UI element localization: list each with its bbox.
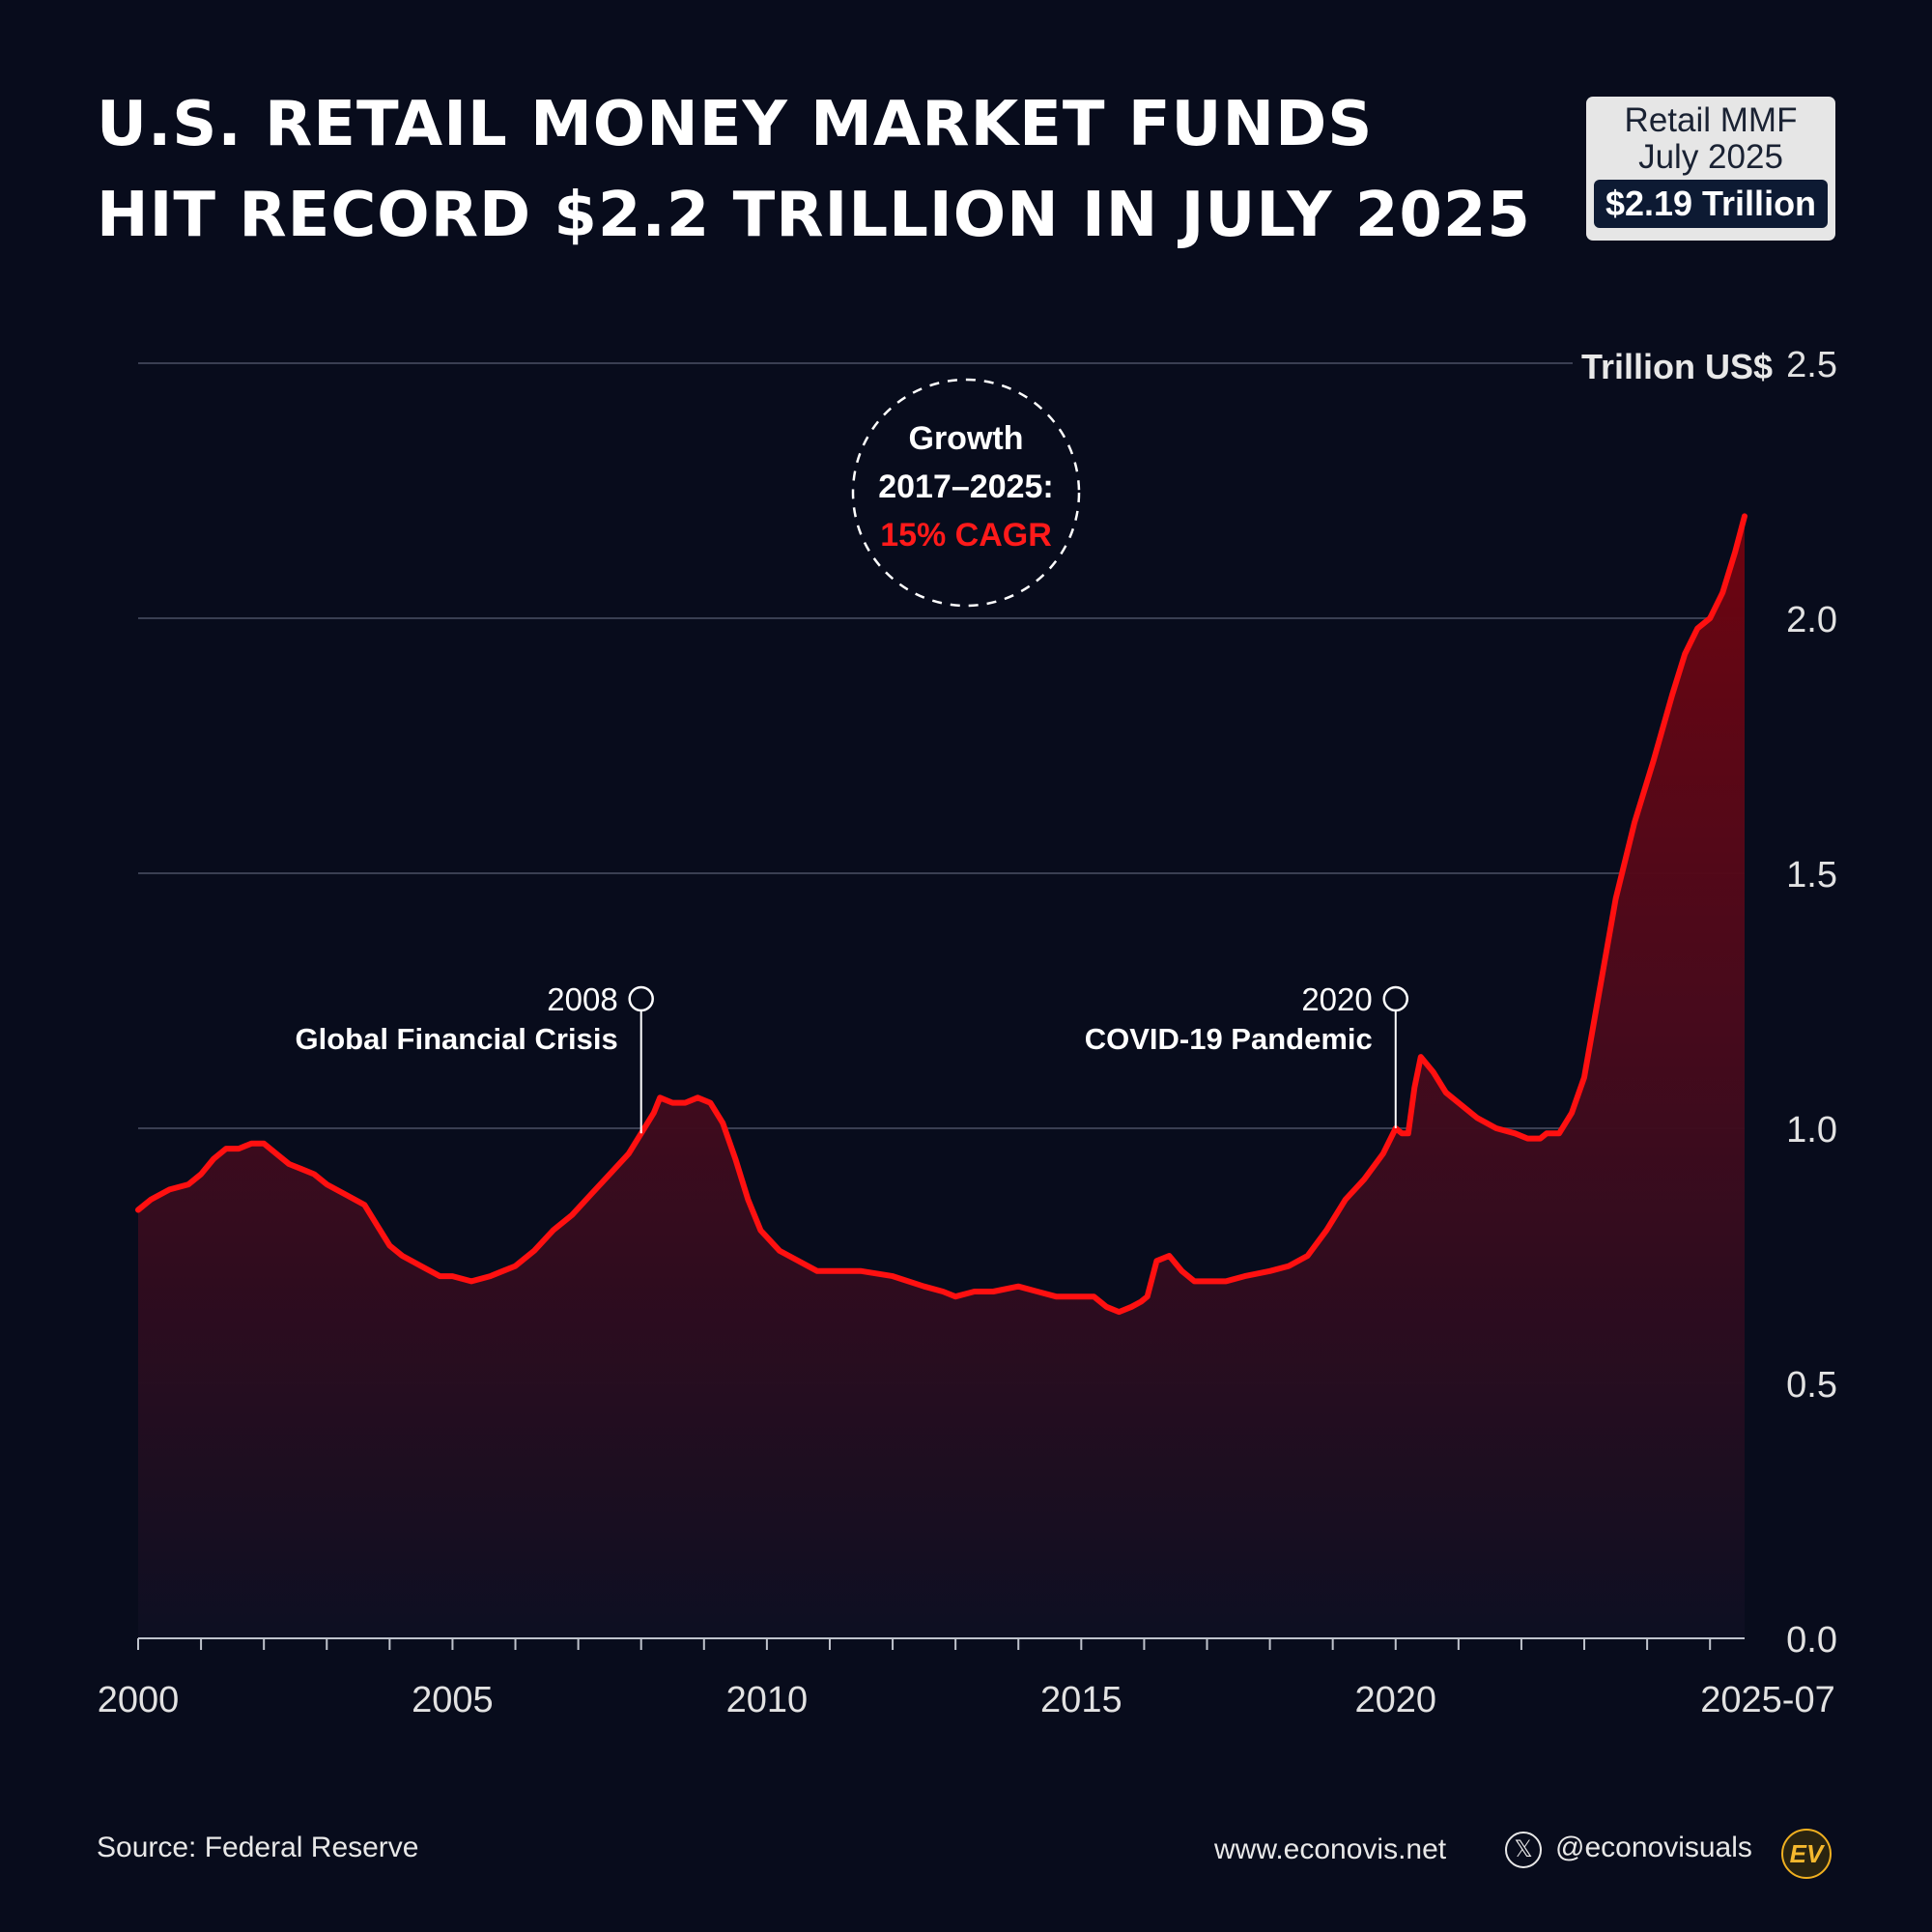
- badge-value: $2.19 Trillion: [1593, 180, 1829, 228]
- value-badge: Retail MMF July 2025 $2.19 Trillion: [1586, 97, 1835, 241]
- x-tick-label: 2020: [1354, 1680, 1436, 1720]
- series-line: [135, 513, 1747, 1316]
- x-logo-icon: 𝕏: [1505, 1832, 1542, 1868]
- econovis-logo: EV: [1781, 1829, 1832, 1879]
- event-annotations: 2008 Global Financial Crisis 2020 COVID-19 …: [295, 981, 1409, 1134]
- y-axis: 0.0 0.5 1.0 1.5 2.0 2.5: [1786, 345, 1837, 1661]
- y-tick-label: 1.5: [1786, 855, 1837, 895]
- x-axis: [137, 1637, 1745, 1650]
- source-note: Source: Federal Reserve: [97, 1832, 419, 1863]
- x-tick-label: 2005: [412, 1680, 494, 1720]
- y-tick-label: 1.0: [1786, 1110, 1837, 1151]
- callout-line-2: 2017–2025:: [878, 469, 1054, 505]
- badge-date: July 2025: [1638, 138, 1783, 176]
- title-line-2: HIT RECORD $2.2 TRILLION IN JULY 2025: [97, 180, 1531, 251]
- annotation-event: COVID-19 Pandemic: [1085, 1022, 1373, 1056]
- y-tick-label: 0.0: [1786, 1620, 1837, 1661]
- callout-line-1: Growth: [909, 420, 1024, 457]
- annotation-marker: [628, 985, 654, 1012]
- x-tick-label: 2025-07: [1700, 1680, 1834, 1720]
- x-tick-labels: 2000 2005 2010 2015 2020 2025-07: [98, 1680, 1835, 1720]
- website-link[interactable]: www.econovis.net: [1214, 1833, 1447, 1865]
- badge-label: Retail MMF: [1624, 101, 1798, 139]
- annotation-marker: [1382, 985, 1409, 1012]
- y-tick-label: 2.5: [1786, 345, 1837, 385]
- cagr-callout: Growth 2017–2025: 15% CAGR: [851, 378, 1081, 608]
- series-area: [138, 516, 1745, 1638]
- chart-title: U.S. RETAIL MONEY MARKET FUNDS HIT RECOR…: [97, 79, 1531, 261]
- y-axis-label: Trillion US$: [1581, 347, 1773, 386]
- social-handle[interactable]: @econovisuals: [1555, 1832, 1752, 1863]
- annotation-year: 2008: [547, 981, 617, 1017]
- x-tick-label: 2010: [726, 1680, 809, 1720]
- y-tick-label: 0.5: [1786, 1365, 1837, 1406]
- callout-circle: [851, 378, 1081, 608]
- annotation-event: Global Financial Crisis: [295, 1022, 617, 1056]
- callout-line-3: 15% CAGR: [880, 517, 1052, 554]
- x-tick-label: 2000: [98, 1680, 180, 1720]
- title-line-1: U.S. RETAIL MONEY MARKET FUNDS: [97, 89, 1374, 160]
- x-tick-label: 2015: [1040, 1680, 1122, 1720]
- y-tick-label: 2.0: [1786, 600, 1837, 640]
- annotation-year: 2020: [1301, 981, 1372, 1017]
